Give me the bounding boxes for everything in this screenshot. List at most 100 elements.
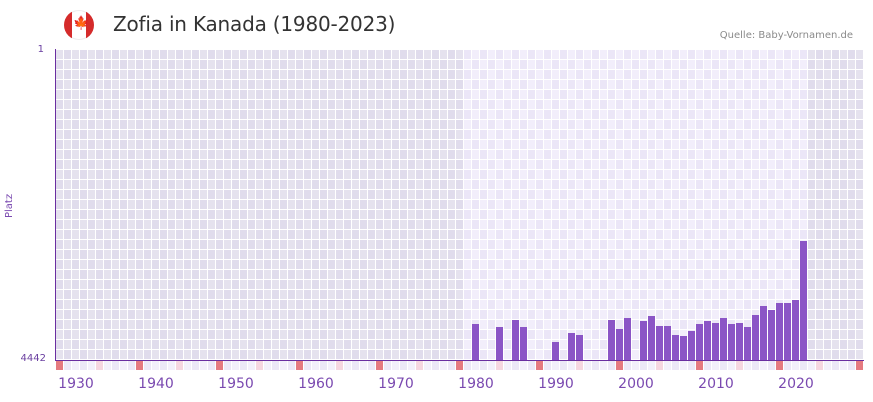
year-marker xyxy=(144,361,151,370)
year-marker xyxy=(328,361,335,370)
bar-2008[interactable] xyxy=(696,324,703,360)
bar-2011[interactable] xyxy=(720,318,727,360)
bar-2003[interactable] xyxy=(656,326,663,360)
year-marker xyxy=(272,361,279,370)
x-axis-line xyxy=(55,360,864,361)
year-marker xyxy=(280,361,287,370)
year-marker xyxy=(384,361,391,370)
bar-2019[interactable] xyxy=(784,303,791,360)
bar-2014[interactable] xyxy=(744,327,751,360)
bar-2013[interactable] xyxy=(736,323,743,360)
year-marker xyxy=(608,361,615,370)
year-marker xyxy=(360,361,367,370)
year-marker xyxy=(128,361,135,370)
bar-2017[interactable] xyxy=(768,310,775,360)
bar-1986[interactable] xyxy=(520,327,527,360)
year-marker xyxy=(528,361,535,370)
bar-1997[interactable] xyxy=(608,320,615,360)
year-marker xyxy=(72,361,79,370)
year-marker xyxy=(640,361,647,370)
bar-1998[interactable] xyxy=(616,329,623,360)
year-marker xyxy=(520,361,527,370)
year-marker xyxy=(760,361,767,370)
year-marker xyxy=(472,361,479,370)
year-marker xyxy=(104,361,111,370)
year-marker xyxy=(376,361,383,370)
year-marker xyxy=(704,361,711,370)
year-marker xyxy=(808,361,815,370)
plot-area xyxy=(55,49,864,360)
bar-1983[interactable] xyxy=(496,327,503,360)
bar-2002[interactable] xyxy=(648,316,655,360)
year-marker xyxy=(400,361,407,370)
bar-2021[interactable] xyxy=(800,241,807,360)
bar-1985[interactable] xyxy=(512,320,519,360)
bar-2018[interactable] xyxy=(776,303,783,360)
source-link[interactable]: Quelle: Baby-Vornamen.de xyxy=(719,30,853,41)
year-marker xyxy=(560,361,567,370)
year-marker xyxy=(696,361,703,370)
bar-1993[interactable] xyxy=(576,335,583,360)
x-tick: 1990 xyxy=(538,376,574,392)
bar-2009[interactable] xyxy=(704,321,711,360)
year-marker xyxy=(536,361,543,370)
x-tick: 1930 xyxy=(58,376,94,392)
year-marker xyxy=(688,361,695,370)
y-tick-top: 1 xyxy=(37,44,44,55)
year-marker xyxy=(848,361,855,370)
bar-1990[interactable] xyxy=(552,342,559,360)
x-tick: 1980 xyxy=(458,376,494,392)
bar-2015[interactable] xyxy=(752,315,759,360)
year-marker xyxy=(480,361,487,370)
x-tick: 2020 xyxy=(778,376,814,392)
bar-2016[interactable] xyxy=(760,306,767,360)
year-marker xyxy=(136,361,143,370)
year-marker xyxy=(288,361,295,370)
year-marker xyxy=(752,361,759,370)
year-marker xyxy=(784,361,791,370)
year-marker xyxy=(800,361,807,370)
bar-2020[interactable] xyxy=(792,300,799,360)
year-marker xyxy=(304,361,311,370)
x-tick: 1960 xyxy=(298,376,334,392)
year-marker xyxy=(208,361,215,370)
bar-1980[interactable] xyxy=(472,324,479,360)
year-marker xyxy=(200,361,207,370)
year-marker xyxy=(80,361,87,370)
year-marker xyxy=(456,361,463,370)
year-marker xyxy=(448,361,455,370)
year-marker xyxy=(648,361,655,370)
bar-1999[interactable] xyxy=(624,318,631,360)
year-marker xyxy=(56,361,63,370)
bar-2005[interactable] xyxy=(672,335,679,360)
bar-2004[interactable] xyxy=(664,326,671,360)
year-marker xyxy=(600,361,607,370)
year-marker xyxy=(664,361,671,370)
year-marker xyxy=(408,361,415,370)
bar-2007[interactable] xyxy=(688,331,695,360)
year-marker xyxy=(856,361,863,370)
year-marker xyxy=(112,361,119,370)
year-marker xyxy=(160,361,167,370)
bar-1992[interactable] xyxy=(568,333,575,360)
y-tick-bottom: 4442 xyxy=(20,353,46,364)
year-marker xyxy=(504,361,511,370)
bar-2001[interactable] xyxy=(640,321,647,360)
x-tick: 1940 xyxy=(138,376,174,392)
year-marker xyxy=(488,361,495,370)
year-marker xyxy=(168,361,175,370)
x-tick: 2010 xyxy=(698,376,734,392)
year-marker xyxy=(368,361,375,370)
bar-2006[interactable] xyxy=(680,336,687,360)
year-marker xyxy=(296,361,303,370)
year-marker xyxy=(416,361,423,370)
year-marker xyxy=(440,361,447,370)
year-marker xyxy=(840,361,847,370)
year-marker xyxy=(552,361,559,370)
bar-2010[interactable] xyxy=(712,323,719,360)
year-marker xyxy=(232,361,239,370)
year-marker xyxy=(792,361,799,370)
bar-2012[interactable] xyxy=(728,324,735,360)
year-marker xyxy=(320,361,327,370)
year-marker xyxy=(312,361,319,370)
